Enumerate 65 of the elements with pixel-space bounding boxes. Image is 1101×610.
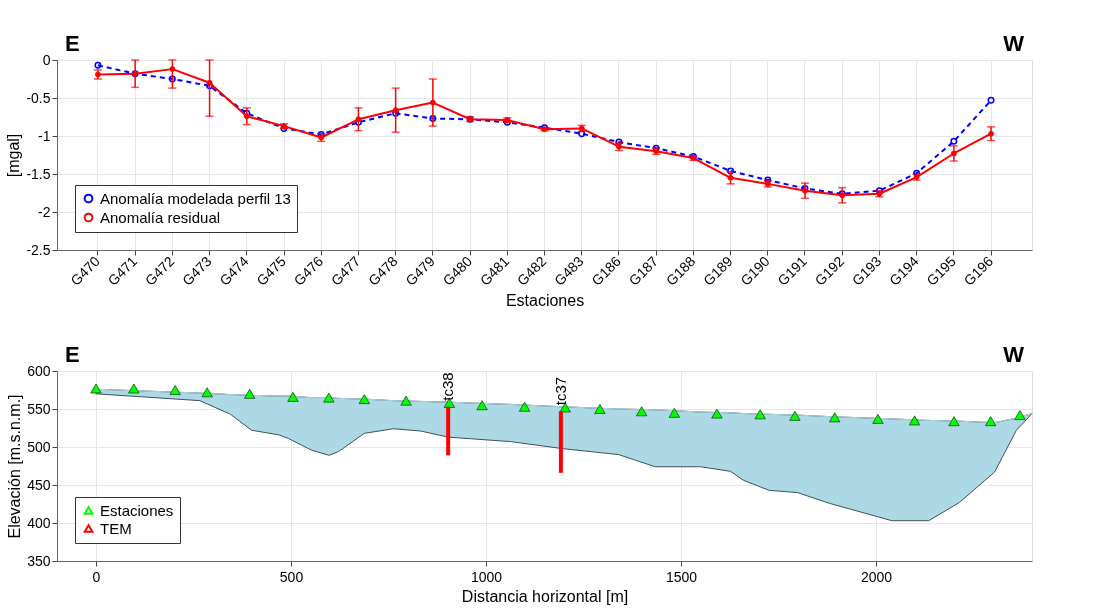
legend-label: Anomalía modelada perfil 13 bbox=[100, 189, 291, 207]
point bbox=[168, 75, 176, 83]
y-tick-label: -1.5 bbox=[26, 165, 51, 182]
point bbox=[829, 412, 841, 423]
y-tick-label: -0.5 bbox=[26, 89, 51, 106]
point bbox=[789, 410, 801, 421]
y-tick-label: 500 bbox=[27, 438, 51, 455]
x-axis-title: Distancia horizontal [m] bbox=[461, 587, 629, 605]
y-tick-label: 0 bbox=[42, 51, 51, 68]
point bbox=[985, 416, 997, 427]
point bbox=[476, 400, 488, 411]
point bbox=[727, 174, 734, 181]
text: W bbox=[1003, 31, 1025, 56]
point bbox=[950, 137, 958, 145]
y-tick-label: 400 bbox=[27, 514, 51, 531]
y-tick-label: 350 bbox=[27, 552, 51, 569]
point bbox=[987, 96, 995, 104]
point bbox=[128, 383, 140, 394]
y-axis-title: Elevación [m.s.n.m.] bbox=[6, 394, 24, 539]
text: W bbox=[1003, 342, 1025, 367]
point bbox=[872, 413, 884, 424]
y-tick-label: 550 bbox=[27, 400, 51, 417]
x-axis-title: Estaciones bbox=[505, 291, 585, 309]
point bbox=[429, 99, 436, 106]
legend-label: Estaciones bbox=[100, 501, 174, 519]
point bbox=[948, 416, 960, 427]
point bbox=[754, 409, 766, 420]
y-tick-label: -2 bbox=[38, 203, 51, 220]
x-tick-label: 1000 bbox=[470, 568, 503, 585]
text: E bbox=[65, 342, 80, 367]
x-tick-label: 500 bbox=[279, 568, 304, 585]
point bbox=[201, 387, 213, 398]
legend-label: Anomalía residual bbox=[100, 208, 221, 226]
point bbox=[400, 395, 412, 406]
point bbox=[169, 385, 181, 395]
point bbox=[668, 407, 681, 418]
y-tick-label: 450 bbox=[27, 476, 51, 493]
point bbox=[518, 401, 531, 412]
y-axis-title: [mgal] bbox=[5, 133, 23, 178]
point bbox=[1014, 410, 1026, 421]
y-tick-label: -1 bbox=[38, 127, 51, 144]
text: E bbox=[65, 31, 80, 56]
point bbox=[94, 61, 102, 69]
point bbox=[169, 66, 176, 73]
point bbox=[323, 392, 335, 403]
point bbox=[206, 79, 213, 86]
point bbox=[90, 383, 102, 394]
point bbox=[635, 406, 648, 417]
x-tick-label: 2000 bbox=[860, 568, 893, 585]
point bbox=[988, 130, 994, 137]
point bbox=[950, 150, 957, 157]
y-tick-label: 600 bbox=[27, 362, 51, 379]
point bbox=[243, 113, 250, 120]
annotation: tc37 bbox=[551, 376, 569, 406]
legend-label: TEM bbox=[100, 519, 132, 537]
x-tick-label: 1500 bbox=[665, 568, 698, 585]
point bbox=[908, 415, 921, 426]
point bbox=[711, 408, 723, 419]
point bbox=[287, 391, 299, 402]
point bbox=[244, 388, 256, 399]
annotation: tc38 bbox=[439, 372, 457, 401]
point bbox=[594, 404, 606, 414]
point bbox=[358, 394, 370, 405]
y-tick-label: -2.5 bbox=[26, 241, 51, 258]
x-tick-label: 0 bbox=[92, 568, 101, 585]
